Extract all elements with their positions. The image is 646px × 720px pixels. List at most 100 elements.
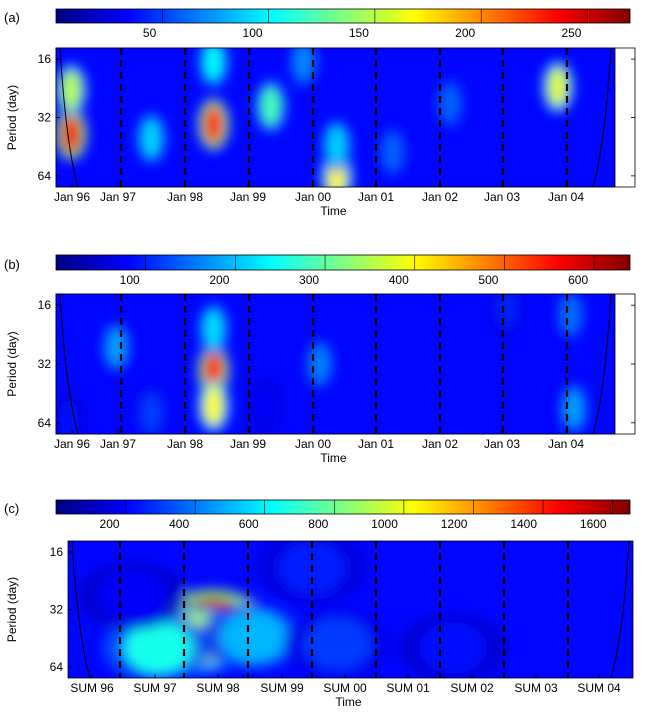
cone-of-influence-left [59,48,79,187]
x-tick-label: Jan 00 [295,190,331,204]
x-tick-label: SUM 04 [577,681,621,695]
y-tick-label: 32 [38,357,52,371]
heatmap-blob [141,118,162,159]
x-tick-label: Jan 99 [230,437,266,451]
heatmap-blob [203,386,224,426]
x-tick-label: Jan 98 [167,190,203,204]
cone-of-influence-left [59,294,79,434]
panel-label: (b) [4,257,20,272]
heatmap-blob [61,69,82,110]
colorbar-tick-label: 600 [568,273,588,287]
heatmap-blob [61,114,82,155]
x-tick-label: Jan 97 [100,190,136,204]
heatmap-blob [303,617,372,670]
x-tick-label: Jan 03 [484,437,520,451]
heatmap-blob [293,48,314,82]
colorbar-tick-label: 100 [120,273,140,287]
colorbar-tick-label: 500 [478,273,498,287]
x-tick-label: SUM 96 [70,681,114,695]
heatmap-blob [106,327,127,368]
x-tick-label: Jan 99 [230,190,266,204]
heatmap-blob [439,83,460,124]
y-tick-label: 16 [38,52,52,66]
x-tick-label: Jan 04 [548,190,584,204]
heatmap-blob [203,48,224,82]
colorbar [55,8,631,24]
x-tick-label: Jan 96 [54,437,90,451]
colorbar-tick-label: 400 [389,273,409,287]
heatmap-blob [203,104,224,145]
x-tick-label: SUM 00 [323,681,367,695]
cone-of-influence-left [71,541,91,678]
heatmap-blob [123,621,192,674]
x-axis-label: Time [335,695,362,709]
cone-of-influence-right [592,48,612,187]
x-tick-label: Jan 98 [167,437,203,451]
colorbar-tick-label: 1000 [371,517,398,531]
heatmap-blob [309,344,330,384]
heatmap-blob [260,86,281,127]
x-tick-label: Jan 01 [358,437,394,451]
panel-0: (a) 50 100 150 200 250 16 32 64 Period (day) Jan 9… [4,8,636,218]
cone-of-influence-right [592,294,612,434]
heatmap-blob [560,295,581,335]
colorbar-tick-label: 100 [243,26,263,40]
x-tick-label: SUM 99 [260,681,304,695]
colorbar-tick-label: 600 [239,517,259,531]
heatmap-blob [141,393,162,433]
cone-of-influence-right [610,541,630,678]
x-tick-label: Jan 00 [295,437,331,451]
colorbar-tick-label: 200 [209,273,229,287]
colorbar-tick-label: 200 [100,517,120,531]
panel-label: (c) [4,501,19,516]
x-axis-label: Time [320,204,347,218]
y-tick-label: 32 [50,603,64,617]
y-axis-label: Period (day) [5,577,19,642]
heatmap-blob [98,569,167,622]
x-tick-label: Jan 04 [548,437,584,451]
x-tick-label: SUM 03 [514,681,558,695]
heatmap-blob [58,400,79,434]
x-tick-label: Jan 97 [100,437,136,451]
y-axis-label: Period (day) [5,85,19,150]
y-tick-label: 64 [38,169,52,183]
heatmap-blob [203,351,224,391]
y-tick-label: 64 [50,660,64,674]
x-tick-label: SUM 01 [386,681,430,695]
colorbar-tick-label: 800 [308,517,328,531]
colorbar-tick-label: 1600 [580,517,607,531]
heatmap-blob [419,621,488,674]
colorbar-tick-label: 400 [169,517,189,531]
colorbar-tick-label: 150 [349,26,369,40]
colorbar-tick-label: 1200 [441,517,468,531]
y-tick-label: 64 [38,416,52,430]
colorbar-tick-label: 200 [455,26,475,40]
heatmap-blob [382,132,403,173]
x-tick-label: Jan 96 [54,190,90,204]
panel-label: (a) [4,10,20,25]
heatmap-blob [203,309,224,349]
colorbar-tick-label: 50 [143,26,157,40]
y-axis-label: Period (day) [5,331,19,396]
x-tick-label: Jan 01 [358,190,394,204]
y-tick-label: 16 [38,298,52,312]
x-tick-label: Jan 02 [422,437,458,451]
x-axis-label: Time [320,451,347,465]
x-tick-label: Jan 02 [422,190,458,204]
heatmap-blob [326,125,347,166]
y-tick-label: 16 [50,545,64,559]
colorbar-tick-label: 300 [299,273,319,287]
x-tick-label: SUM 97 [133,681,177,695]
colorbar-tick-label: 250 [561,26,581,40]
colorbar [55,499,631,515]
heatmap-blob [255,386,276,426]
y-tick-label: 32 [38,111,52,125]
x-tick-label: SUM 02 [450,681,494,695]
heatmap-blob [547,66,568,107]
colorbar-tick-label: 1400 [510,517,537,531]
x-tick-label: SUM 98 [196,681,240,695]
heatmap-blob [563,388,584,429]
panel-2: (c) 200 400 600 800 1000 1200 1400 1600 16 32 64 Per… [4,499,634,709]
x-tick-label: Jan 03 [484,190,520,204]
